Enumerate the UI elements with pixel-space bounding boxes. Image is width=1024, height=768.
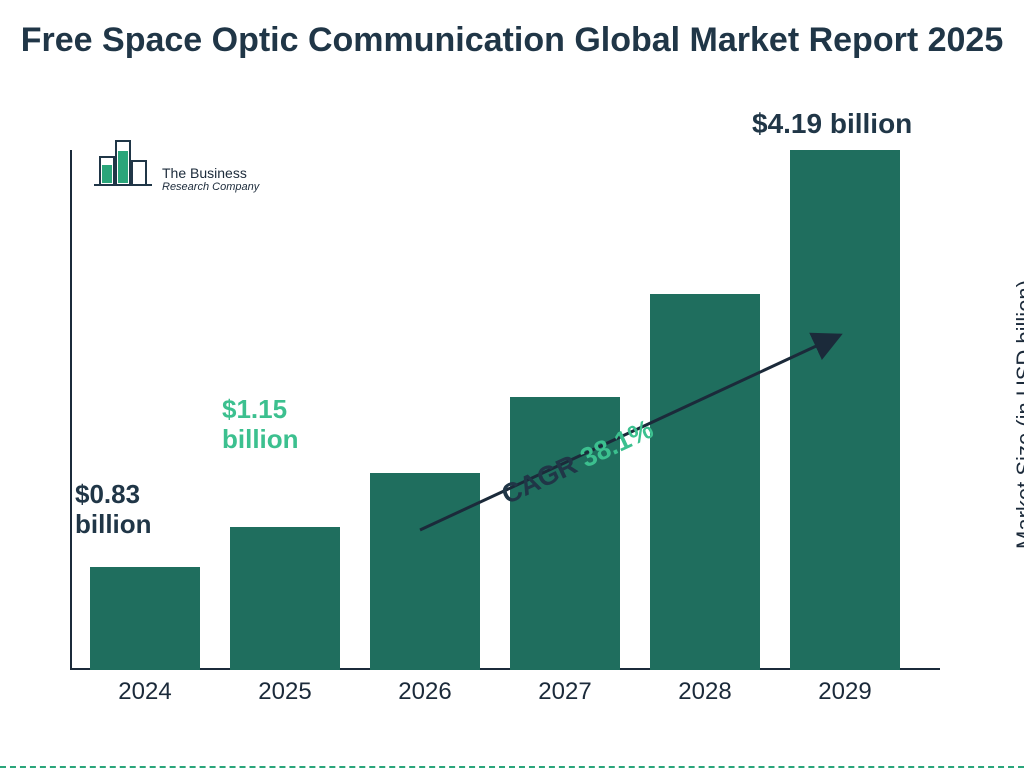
x-label-2025: 2025: [230, 678, 340, 706]
x-label-2024: 2024: [90, 678, 200, 706]
bar-chart: CAGR 38.1%: [70, 150, 940, 670]
x-label-2026: 2026: [370, 678, 480, 706]
chart-title: Free Space Optic Communication Global Ma…: [0, 20, 1024, 61]
page: Free Space Optic Communication Global Ma…: [0, 0, 1024, 768]
y-axis-label: Market Size (in USD billion): [1012, 280, 1024, 549]
x-label-2029: 2029: [790, 678, 900, 706]
x-label-2028: 2028: [650, 678, 760, 706]
value-label-0: $0.83billion: [75, 480, 152, 540]
x-label-2027: 2027: [510, 678, 620, 706]
value-label-1: $1.15billion: [222, 395, 299, 455]
trend-arrow: [70, 150, 940, 670]
value-label-2: $4.19 billion: [752, 108, 912, 140]
